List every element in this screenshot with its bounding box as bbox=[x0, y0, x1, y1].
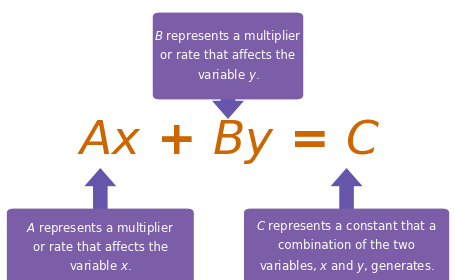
Text: $\it{C}$ represents a constant that a
combination of the two
variables, $\it{x}$: $\it{C}$ represents a constant that a co… bbox=[256, 218, 436, 275]
Polygon shape bbox=[330, 168, 362, 211]
Text: $\it{B}$ represents a multiplier
or rate that affects the
variable $\it{y}$.: $\it{B}$ represents a multiplier or rate… bbox=[154, 27, 301, 85]
FancyBboxPatch shape bbox=[152, 13, 303, 99]
Polygon shape bbox=[84, 168, 116, 211]
Text: $\it{A}$ represents a multiplier
or rate that affects the
variable $\it{x}$.: $\it{A}$ represents a multiplier or rate… bbox=[26, 220, 174, 273]
FancyBboxPatch shape bbox=[7, 209, 193, 280]
Polygon shape bbox=[212, 97, 243, 119]
FancyBboxPatch shape bbox=[243, 209, 448, 280]
Text: $\mathit{Ax}$ + $\mathit{By}$ = $\mathit{C}$: $\mathit{Ax}$ + $\mathit{By}$ = $\mathit… bbox=[76, 117, 379, 166]
